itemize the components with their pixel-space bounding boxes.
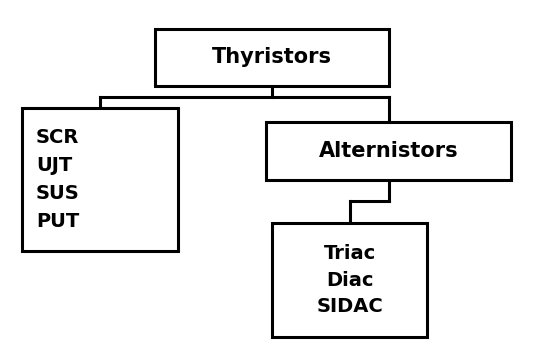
Text: SCR
UJT
SUS
PUT: SCR UJT SUS PUT [36, 128, 80, 231]
Text: Thyristors: Thyristors [212, 47, 332, 67]
FancyBboxPatch shape [22, 108, 178, 251]
FancyBboxPatch shape [155, 29, 388, 86]
FancyBboxPatch shape [272, 223, 427, 337]
Text: Alternistors: Alternistors [319, 141, 458, 161]
Text: Triac
Diac
SIDAC: Triac Diac SIDAC [316, 244, 383, 316]
FancyBboxPatch shape [266, 122, 511, 180]
